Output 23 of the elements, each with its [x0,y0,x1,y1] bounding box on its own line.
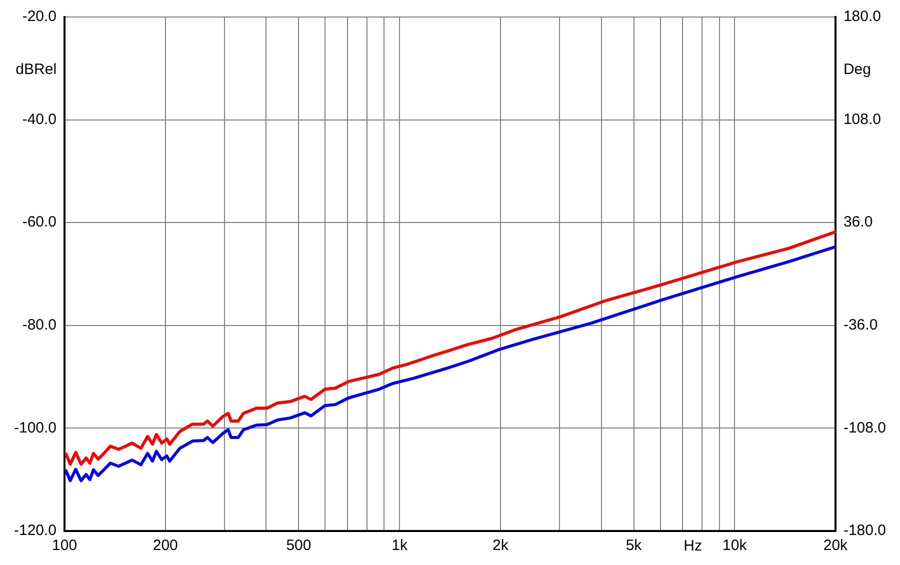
y2-tick-label: -108.0 [843,419,886,436]
y-tick-label: -60.0 [22,214,57,231]
x-tick-label: 20k [823,537,848,554]
y2-tick-label: 180.0 [843,8,882,26]
y-tick-label: -80.0 [22,316,57,334]
y-tick-label: -120.0 [14,522,57,540]
y2-tick-label: 36.0 [843,214,873,231]
x-tick-label: 5k [626,537,642,554]
y2-axis-title: Deg [843,61,871,78]
y2-tick-label: 108.0 [843,110,882,128]
y-axis-title: dBRel [16,61,57,78]
x-tick-label: 1k [392,537,408,554]
y-tick-label: -20.0 [22,8,57,26]
y2-tick-label: -36.0 [843,316,878,334]
x-tick-label: 500 [286,537,312,554]
y-tick-label: -100.0 [14,419,57,436]
x-tick-label: 100 [52,537,78,554]
x-tick-label: 10k [722,537,748,554]
x-tick-label: 2k [492,537,509,554]
y2-tick-label: -180.0 [843,522,886,540]
x-axis-title: Hz [684,538,702,555]
x-tick-label: 200 [152,537,178,554]
y-tick-label: -40.0 [22,110,57,128]
